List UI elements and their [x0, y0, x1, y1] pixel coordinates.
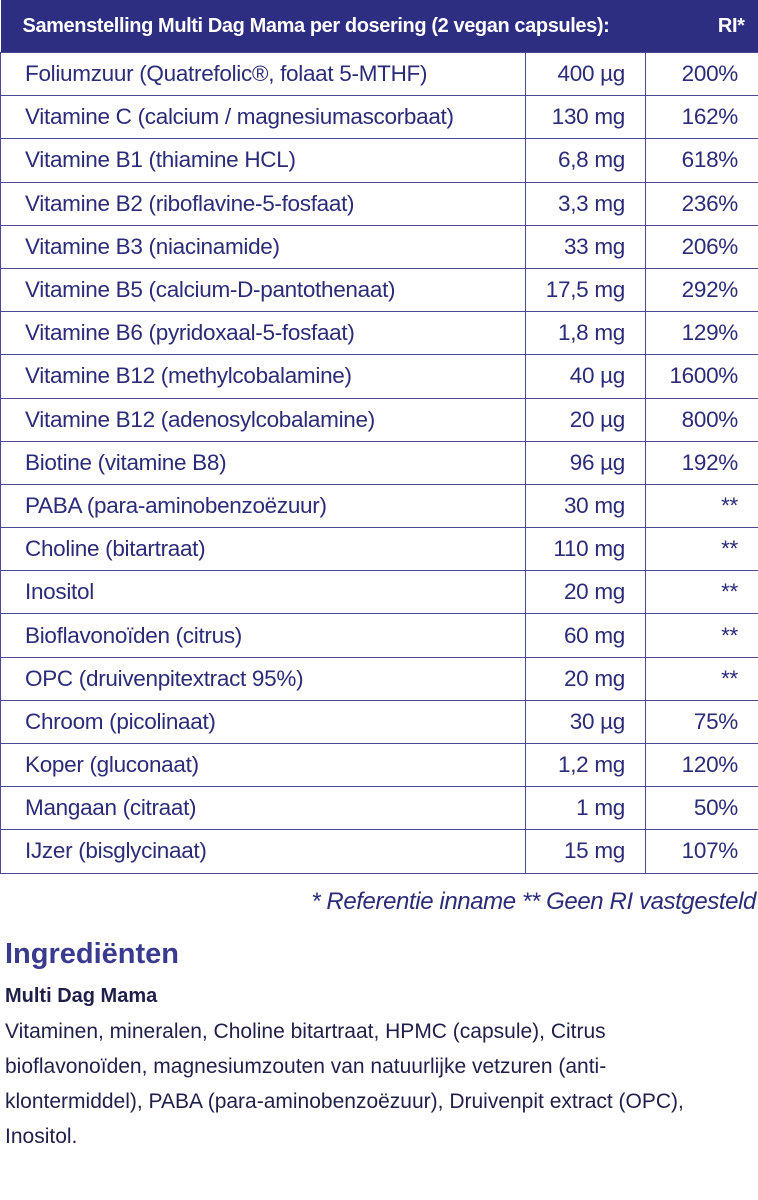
- cell-ri: 800%: [645, 397, 758, 442]
- cell-amt: 40 µg: [525, 354, 646, 399]
- cell-name: Bioflavonoïden (citrus): [0, 613, 526, 658]
- table-row: Vitamine B12 (adenosylcobalamine) 20 µg 80…: [0, 397, 758, 442]
- ingredients-title: Ingrediënten: [5, 937, 180, 970]
- cell-ri: 292%: [645, 267, 758, 313]
- cell-ri: **: [645, 656, 758, 701]
- table-row: Choline (bitartraat) 110 mg **: [0, 527, 758, 572]
- cell-name: IJzer (bisglycinaat): [0, 829, 526, 874]
- table-row: Vitamine B2 (riboflavine-5-fosfaat) 3,3 m…: [0, 181, 758, 226]
- header-title: Samenstelling Multi Dag Mama per doserin…: [0, 0, 646, 53]
- table-row: PABA (para-aminobenzoëzuur) 30 mg **: [0, 483, 758, 529]
- cell-ri: 129%: [645, 311, 758, 356]
- cell-amt: 96 µg: [525, 440, 646, 485]
- cell-ri: 107%: [645, 829, 758, 874]
- table-row: Mangaan (citraat) 1 mg 50%: [0, 786, 758, 831]
- table-row: Foliumzuur (Quatrefolic®, folaat 5-MTHF)…: [0, 51, 758, 97]
- cell-amt: 20 µg: [525, 397, 646, 442]
- table-row: Vitamine B12 (methylcobalamine) 40 µg 1600…: [0, 354, 758, 399]
- table-row: Vitamine C (calcium / magnesiumascorbaat…: [0, 95, 758, 140]
- table-row: Biotine (vitamine B8) 96 µg 192%: [0, 440, 758, 485]
- table-row: Vitamine B1 (thiamine HCL) 6,8 mg 618%: [0, 138, 758, 183]
- cell-ri: 120%: [645, 742, 758, 788]
- table-body: Foliumzuur (Quatrefolic®, folaat 5-MTHF)…: [0, 51, 758, 874]
- cell-name: Vitamine B12 (methylcobalamine): [0, 354, 526, 399]
- cell-amt: 30 µg: [525, 699, 646, 745]
- cell-ri: 200%: [645, 51, 758, 97]
- cell-ri: **: [645, 527, 758, 572]
- cell-name: PABA (para-aminobenzoëzuur): [0, 483, 526, 529]
- table-row: IJzer (bisglycinaat) 15 mg 107%: [0, 829, 758, 874]
- table-row: Bioflavonoïden (citrus) 60 mg **: [0, 613, 758, 658]
- cell-name: Vitamine B5 (calcium-D-pantothenaat): [0, 267, 526, 313]
- table-row: Chroom (picolinaat) 30 µg 75%: [0, 699, 758, 745]
- cell-name: Choline (bitartraat): [0, 527, 526, 572]
- cell-amt: 400 µg: [525, 51, 646, 97]
- cell-amt: 110 mg: [525, 527, 646, 572]
- cell-ri: 192%: [645, 440, 758, 485]
- cell-name: Vitamine B6 (pyridoxaal-5-fosfaat): [0, 311, 526, 356]
- cell-ri: 50%: [645, 786, 758, 831]
- cell-amt: 15 mg: [525, 829, 646, 874]
- cell-amt: 130 mg: [525, 95, 646, 140]
- cell-amt: 20 mg: [525, 570, 646, 615]
- ingredients-text: Vitaminen, mineralen, Choline bitartraat…: [5, 1019, 684, 1148]
- cell-name: Vitamine B12 (adenosylcobalamine): [0, 397, 526, 442]
- table-row: Inositol 20 mg **: [0, 570, 758, 615]
- table-row: Vitamine B6 (pyridoxaal-5-fosfaat) 1,8 mg…: [0, 311, 758, 356]
- cell-ri: 1600%: [645, 354, 758, 399]
- cell-amt: 1,2 mg: [525, 742, 646, 788]
- cell-amt: 6,8 mg: [525, 138, 646, 183]
- cell-amt: 33 mg: [525, 224, 646, 269]
- cell-name: Koper (gluconaat): [0, 742, 526, 788]
- cell-amt: 17,5 mg: [525, 267, 646, 313]
- cell-name: Vitamine B1 (thiamine HCL): [0, 138, 526, 183]
- cell-amt: 30 mg: [525, 483, 646, 529]
- footnote: * Referentie inname ** Geen RI vastgeste…: [311, 887, 756, 915]
- cell-amt: 1,8 mg: [525, 311, 646, 356]
- cell-amt: 60 mg: [525, 613, 646, 658]
- cell-amt: 20 mg: [525, 656, 646, 701]
- cell-ri: 75%: [645, 699, 758, 745]
- cell-ri: 206%: [645, 224, 758, 269]
- cell-name: Chroom (picolinaat): [0, 699, 526, 745]
- cell-name: Mangaan (citraat): [0, 786, 526, 831]
- table-row: Vitamine B5 (calcium-D-pantothenaat) 17,5…: [0, 267, 758, 313]
- table-row: OPC (druivenpitextract 95%) 20 mg **: [0, 656, 758, 701]
- cell-ri: 162%: [645, 95, 758, 140]
- table-row: Koper (gluconaat) 1,2 mg 120%: [0, 742, 758, 788]
- table-row: Vitamine B3 (niacinamide) 33 mg 206%: [0, 224, 758, 269]
- header-row: Samenstelling Multi Dag Mama per doserin…: [0, 0, 758, 53]
- cell-name: Vitamine C (calcium / magnesiumascorbaat…: [0, 95, 526, 140]
- cell-ri: 618%: [645, 138, 758, 183]
- cell-name: Foliumzuur (Quatrefolic®, folaat 5-MTHF): [0, 51, 526, 97]
- header-ri: RI*: [645, 0, 758, 53]
- cell-ri: **: [645, 613, 758, 658]
- cell-ri: **: [645, 483, 758, 529]
- cell-name: Biotine (vitamine B8): [0, 440, 526, 485]
- cell-name: Vitamine B3 (niacinamide): [0, 224, 526, 269]
- cell-name: Vitamine B2 (riboflavine-5-fosfaat): [0, 181, 526, 226]
- cell-amt: 1 mg: [525, 786, 646, 831]
- product-name: Multi Dag Mama: [5, 984, 158, 1007]
- nutrition-table: Samenstelling Multi Dag Mama per doserin…: [0, 0, 758, 874]
- cell-ri: 236%: [645, 181, 758, 226]
- cell-ri: **: [645, 570, 758, 615]
- cell-name: OPC (druivenpitextract 95%): [0, 656, 526, 701]
- cell-amt: 3,3 mg: [525, 181, 646, 226]
- cell-name: Inositol: [0, 570, 526, 615]
